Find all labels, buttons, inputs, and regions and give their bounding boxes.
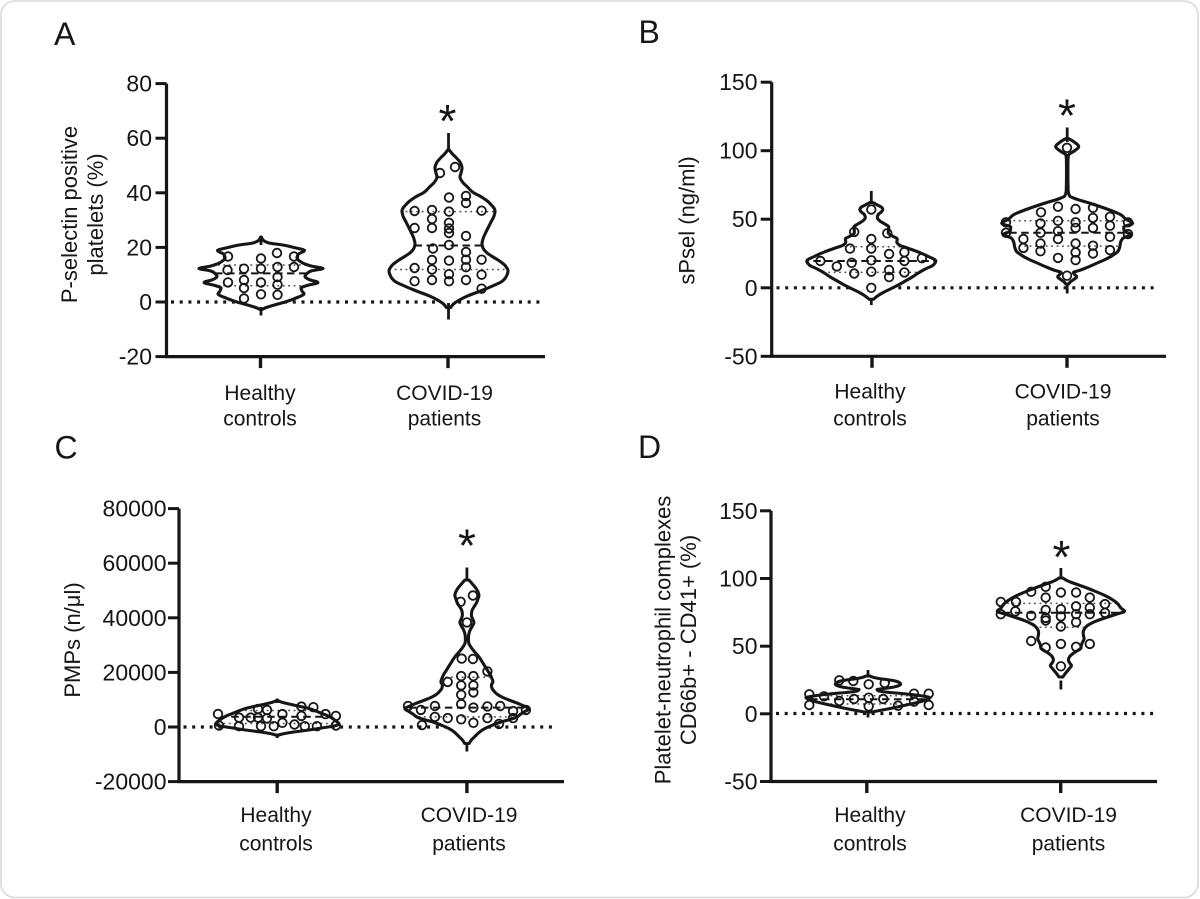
svg-text:patients: patients xyxy=(1032,833,1106,856)
svg-text:0: 0 xyxy=(154,714,167,740)
svg-text:*: * xyxy=(1053,531,1071,583)
svg-text:150: 150 xyxy=(719,498,757,524)
svg-text:PMPs (n/μl): PMPs (n/μl) xyxy=(60,582,85,697)
svg-text:100: 100 xyxy=(719,566,757,592)
svg-text:50: 50 xyxy=(732,206,758,232)
svg-text:0: 0 xyxy=(745,701,758,727)
svg-text:controls: controls xyxy=(223,407,297,430)
svg-text:patients: patients xyxy=(432,833,506,856)
svg-text:B: B xyxy=(639,14,660,50)
svg-text:Healthy: Healthy xyxy=(834,804,906,827)
svg-text:*: * xyxy=(458,520,476,572)
svg-text:0: 0 xyxy=(745,275,758,301)
svg-text:sPsel (ng/ml): sPsel (ng/ml) xyxy=(675,156,700,284)
svg-text:Platelet-neutrophil complexes: Platelet-neutrophil complexes xyxy=(650,496,675,785)
svg-text:controls: controls xyxy=(833,833,907,856)
svg-text:P-selectin positive: P-selectin positive xyxy=(57,126,82,303)
svg-text:Healthy: Healthy xyxy=(240,804,312,827)
svg-text:COVID-19: COVID-19 xyxy=(1020,804,1117,827)
svg-text:COVID-19: COVID-19 xyxy=(1015,381,1112,404)
svg-text:COVID-19: COVID-19 xyxy=(421,804,518,827)
svg-text:COVID-19: COVID-19 xyxy=(396,382,493,405)
svg-text:80000: 80000 xyxy=(103,496,167,522)
svg-text:20: 20 xyxy=(126,234,152,260)
svg-text:-50: -50 xyxy=(724,343,757,369)
svg-text:patients: patients xyxy=(1026,407,1100,430)
svg-text:CD66b+ - CD41+ (%): CD66b+ - CD41+ (%) xyxy=(676,535,701,745)
svg-text:*: * xyxy=(1058,90,1076,142)
svg-text:C: C xyxy=(55,430,78,466)
svg-text:-20000: -20000 xyxy=(95,769,167,795)
svg-text:patients: patients xyxy=(408,407,482,430)
svg-text:60000: 60000 xyxy=(103,550,167,576)
svg-text:controls: controls xyxy=(239,833,313,856)
svg-text:50: 50 xyxy=(732,633,758,659)
svg-text:0: 0 xyxy=(139,289,152,315)
svg-text:Healthy: Healthy xyxy=(834,381,906,404)
svg-text:20000: 20000 xyxy=(103,659,167,685)
svg-text:100: 100 xyxy=(719,138,757,164)
svg-text:40: 40 xyxy=(126,180,152,206)
svg-text:A: A xyxy=(54,16,76,52)
svg-text:controls: controls xyxy=(833,407,907,430)
svg-text:150: 150 xyxy=(719,69,757,95)
svg-text:D: D xyxy=(638,429,661,465)
svg-text:*: * xyxy=(439,95,457,147)
svg-text:80: 80 xyxy=(126,71,152,97)
svg-text:40000: 40000 xyxy=(103,605,167,631)
svg-text:-50: -50 xyxy=(724,769,757,795)
svg-text:platelets (%): platelets (%) xyxy=(83,153,108,275)
svg-text:Healthy: Healthy xyxy=(224,382,296,405)
svg-text:60: 60 xyxy=(126,125,152,151)
svg-text:-20: -20 xyxy=(119,344,152,370)
